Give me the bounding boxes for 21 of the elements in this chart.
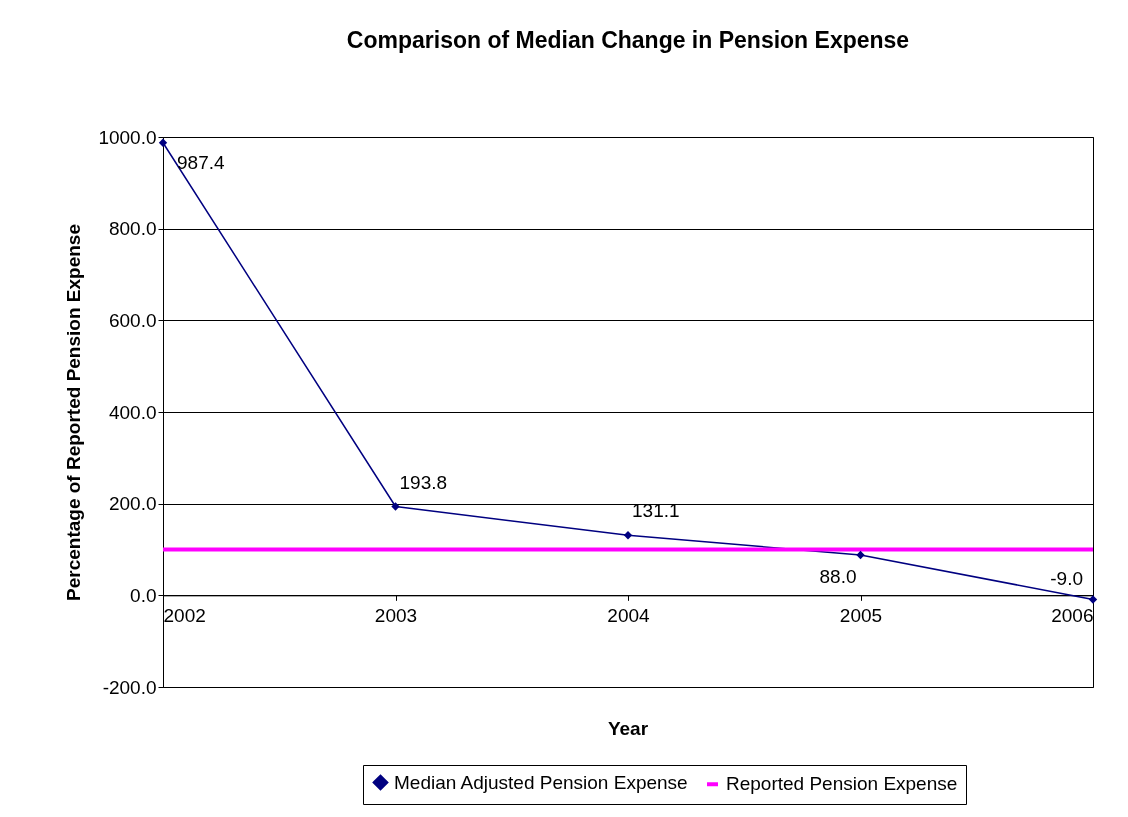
data-label: -9.0 [1050, 568, 1083, 590]
x-tick-label: 2003 [374, 604, 418, 626]
legend-label: Reported Pension Expense [726, 773, 958, 795]
x-tick-label: 2006 [1051, 604, 1094, 626]
y-tick-label: 600.0 [108, 309, 157, 331]
x-tick-label: 2004 [607, 604, 651, 626]
y-tick-label: 200.0 [108, 493, 157, 515]
chart-title: Comparison of Median Change in Pension Expense [346, 27, 910, 53]
y-tick-label: 400.0 [108, 401, 157, 423]
y-tick-label: -200.0 [102, 676, 157, 698]
x-tick-label: 2002 [163, 604, 206, 626]
y-tick-label: 1000.0 [98, 126, 157, 148]
x-axis-title: Year [607, 718, 649, 739]
y-tick-label: 0.0 [130, 584, 157, 606]
y-tick-label: 800.0 [108, 218, 157, 240]
data-label: 193.8 [399, 471, 448, 493]
y-axis-title: Percentage of Reported Pension Expense [63, 224, 85, 601]
legend-label: Median Adjusted Pension Expense [394, 771, 688, 793]
x-tick-label: 2005 [839, 604, 883, 626]
data-label: 88.0 [819, 566, 857, 587]
data-label: 987.4 [177, 151, 225, 173]
